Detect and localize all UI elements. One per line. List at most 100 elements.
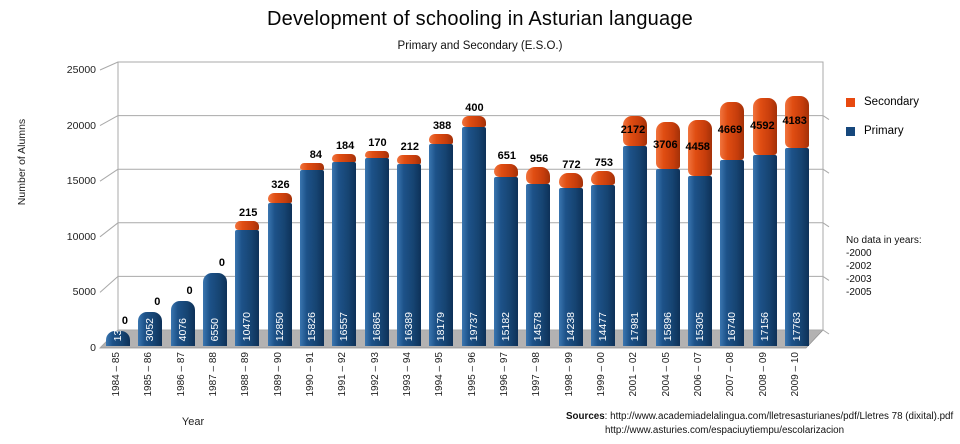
secondary-value-label: 0 bbox=[186, 284, 193, 297]
x-tick-label: 1984 – 85 bbox=[111, 352, 122, 397]
primary-value-label: 16865 bbox=[370, 311, 383, 341]
sources-note: Sources: http://www.academiadelalingua.c… bbox=[566, 410, 953, 438]
no-data-year: -2003 bbox=[846, 274, 872, 285]
bar-secondary-segment bbox=[267, 193, 292, 204]
y-tick-label: 15000 bbox=[66, 175, 96, 188]
primary-value-label: 15896 bbox=[661, 311, 674, 341]
x-tick-label: 2004 – 05 bbox=[660, 352, 672, 397]
legend-item-secondary: Secondary bbox=[846, 96, 919, 108]
y-tick-label: 0 bbox=[90, 342, 96, 354]
sources-label: Sources bbox=[566, 411, 605, 422]
secondary-value-label: 184 bbox=[335, 139, 355, 152]
x-tick-label: 1994 – 95 bbox=[434, 352, 446, 397]
secondary-value-label: 651 bbox=[497, 149, 516, 162]
legend: Secondary Primary bbox=[846, 96, 919, 154]
secondary-value-label: 84 bbox=[309, 149, 322, 162]
secondary-value-label: 215 bbox=[238, 207, 258, 220]
bar-primary-segment: 17156 bbox=[752, 155, 777, 346]
legend-label-primary: Primary bbox=[864, 125, 904, 137]
primary-value-label: 14238 bbox=[564, 311, 577, 341]
secondary-value-label: 956 bbox=[529, 153, 549, 166]
bar-secondary-segment bbox=[364, 150, 389, 159]
secondary-value-label: 326 bbox=[271, 179, 290, 192]
tick-connector bbox=[99, 168, 119, 182]
primary-value-label: 17156 bbox=[758, 311, 771, 341]
right-tick-stub bbox=[822, 275, 830, 281]
bar-primary-segment: 17763 bbox=[784, 148, 809, 346]
bar-primary-segment: 16389 bbox=[396, 163, 421, 346]
right-tick-stub bbox=[822, 222, 830, 228]
primary-value-label: 17763 bbox=[790, 311, 803, 341]
secondary-value-label: 753 bbox=[594, 156, 613, 169]
bar-primary-segment: 1351 bbox=[106, 330, 130, 346]
bar-primary-segment: 14578 bbox=[526, 183, 551, 346]
x-tick-label: 1988 – 89 bbox=[240, 352, 252, 397]
secondary-value-label: 2172 bbox=[620, 123, 646, 136]
no-data-year: -2000 bbox=[846, 248, 872, 259]
bar-primary-segment: 15826 bbox=[299, 170, 324, 346]
primary-value-label: 19737 bbox=[467, 311, 480, 341]
no-data-note: No data in years: -2000 -2002 -2003 -200… bbox=[846, 234, 922, 299]
tick-connector bbox=[99, 115, 119, 127]
y-tick-label: 25000 bbox=[66, 64, 96, 76]
x-tick-label: 1993 – 94 bbox=[401, 352, 413, 397]
bar-primary-segment: 19737 bbox=[461, 126, 486, 346]
x-tick-label: 2007 – 08 bbox=[725, 352, 737, 397]
bar-secondary-segment bbox=[784, 95, 809, 149]
primary-value-label: 16557 bbox=[338, 311, 351, 341]
secondary-value-label: 170 bbox=[368, 136, 387, 149]
no-data-year: -2002 bbox=[846, 261, 872, 272]
y-tick-label: 10000 bbox=[66, 230, 96, 243]
bar-secondary-segment bbox=[493, 163, 518, 178]
x-tick-label: 2009 – 10 bbox=[789, 352, 801, 397]
x-axis-title: Year bbox=[181, 416, 205, 428]
x-tick-label: 2006 – 07 bbox=[692, 352, 704, 397]
primary-value-label: 16740 bbox=[726, 311, 739, 341]
x-tick-label: 1999 – 00 bbox=[595, 352, 607, 397]
bar-primary-segment: 16865 bbox=[364, 158, 389, 346]
bar-secondary-segment bbox=[461, 116, 486, 127]
bar-secondary-segment bbox=[235, 221, 260, 230]
right-tick-stub bbox=[822, 168, 830, 174]
primary-value-label: 15182 bbox=[499, 311, 512, 341]
tick-connector bbox=[99, 276, 119, 293]
bar-primary-segment: 17981 bbox=[623, 146, 648, 346]
bar-primary-segment: 14477 bbox=[590, 185, 615, 346]
y-tick-label: 5000 bbox=[72, 286, 96, 299]
primary-value-label: 6550 bbox=[208, 317, 221, 341]
primary-value-label: 14578 bbox=[532, 311, 545, 341]
bar-primary-segment: 15896 bbox=[655, 169, 680, 346]
bar-secondary-segment bbox=[526, 167, 551, 184]
x-tick-label: 1990 – 91 bbox=[304, 352, 316, 397]
bar-secondary-segment bbox=[299, 163, 324, 170]
secondary-value-label: 4592 bbox=[750, 119, 775, 132]
secondary-value-label: 3706 bbox=[653, 138, 678, 151]
bar-secondary-segment bbox=[687, 120, 712, 176]
primary-value-label: 16389 bbox=[402, 311, 415, 341]
primary-value-label: 10470 bbox=[241, 311, 254, 341]
x-tick-label: 1986 – 87 bbox=[175, 352, 187, 397]
y-tick-label: 20000 bbox=[66, 119, 96, 132]
secondary-value-label: 0 bbox=[218, 257, 225, 270]
legend-label-secondary: Secondary bbox=[864, 96, 919, 108]
bar-secondary-segment bbox=[396, 155, 421, 164]
bar-secondary-segment bbox=[720, 101, 745, 160]
primary-value-label: 15826 bbox=[305, 311, 318, 341]
bar-primary-segment: 18179 bbox=[429, 143, 454, 346]
secondary-value-label: 4458 bbox=[685, 141, 710, 154]
bar-primary-segment: 16740 bbox=[720, 159, 745, 346]
secondary-value-label: 0 bbox=[154, 296, 161, 309]
right-tick-stub bbox=[822, 329, 830, 335]
tick-connector bbox=[99, 61, 119, 71]
no-data-heading: No data in years: bbox=[846, 235, 922, 246]
x-tick-label: 1989 – 90 bbox=[272, 352, 284, 397]
x-tick-label: 1992 – 93 bbox=[369, 352, 381, 397]
legend-item-primary: Primary bbox=[846, 125, 919, 137]
x-tick-label: 1991 – 92 bbox=[337, 352, 349, 397]
secondary-value-label: 388 bbox=[432, 119, 452, 132]
x-tick-label: 1987 – 88 bbox=[207, 352, 219, 397]
secondary-value-label: 4183 bbox=[782, 115, 807, 128]
bar-secondary-segment bbox=[623, 115, 648, 147]
x-tick-label: 2008 – 09 bbox=[757, 352, 769, 397]
